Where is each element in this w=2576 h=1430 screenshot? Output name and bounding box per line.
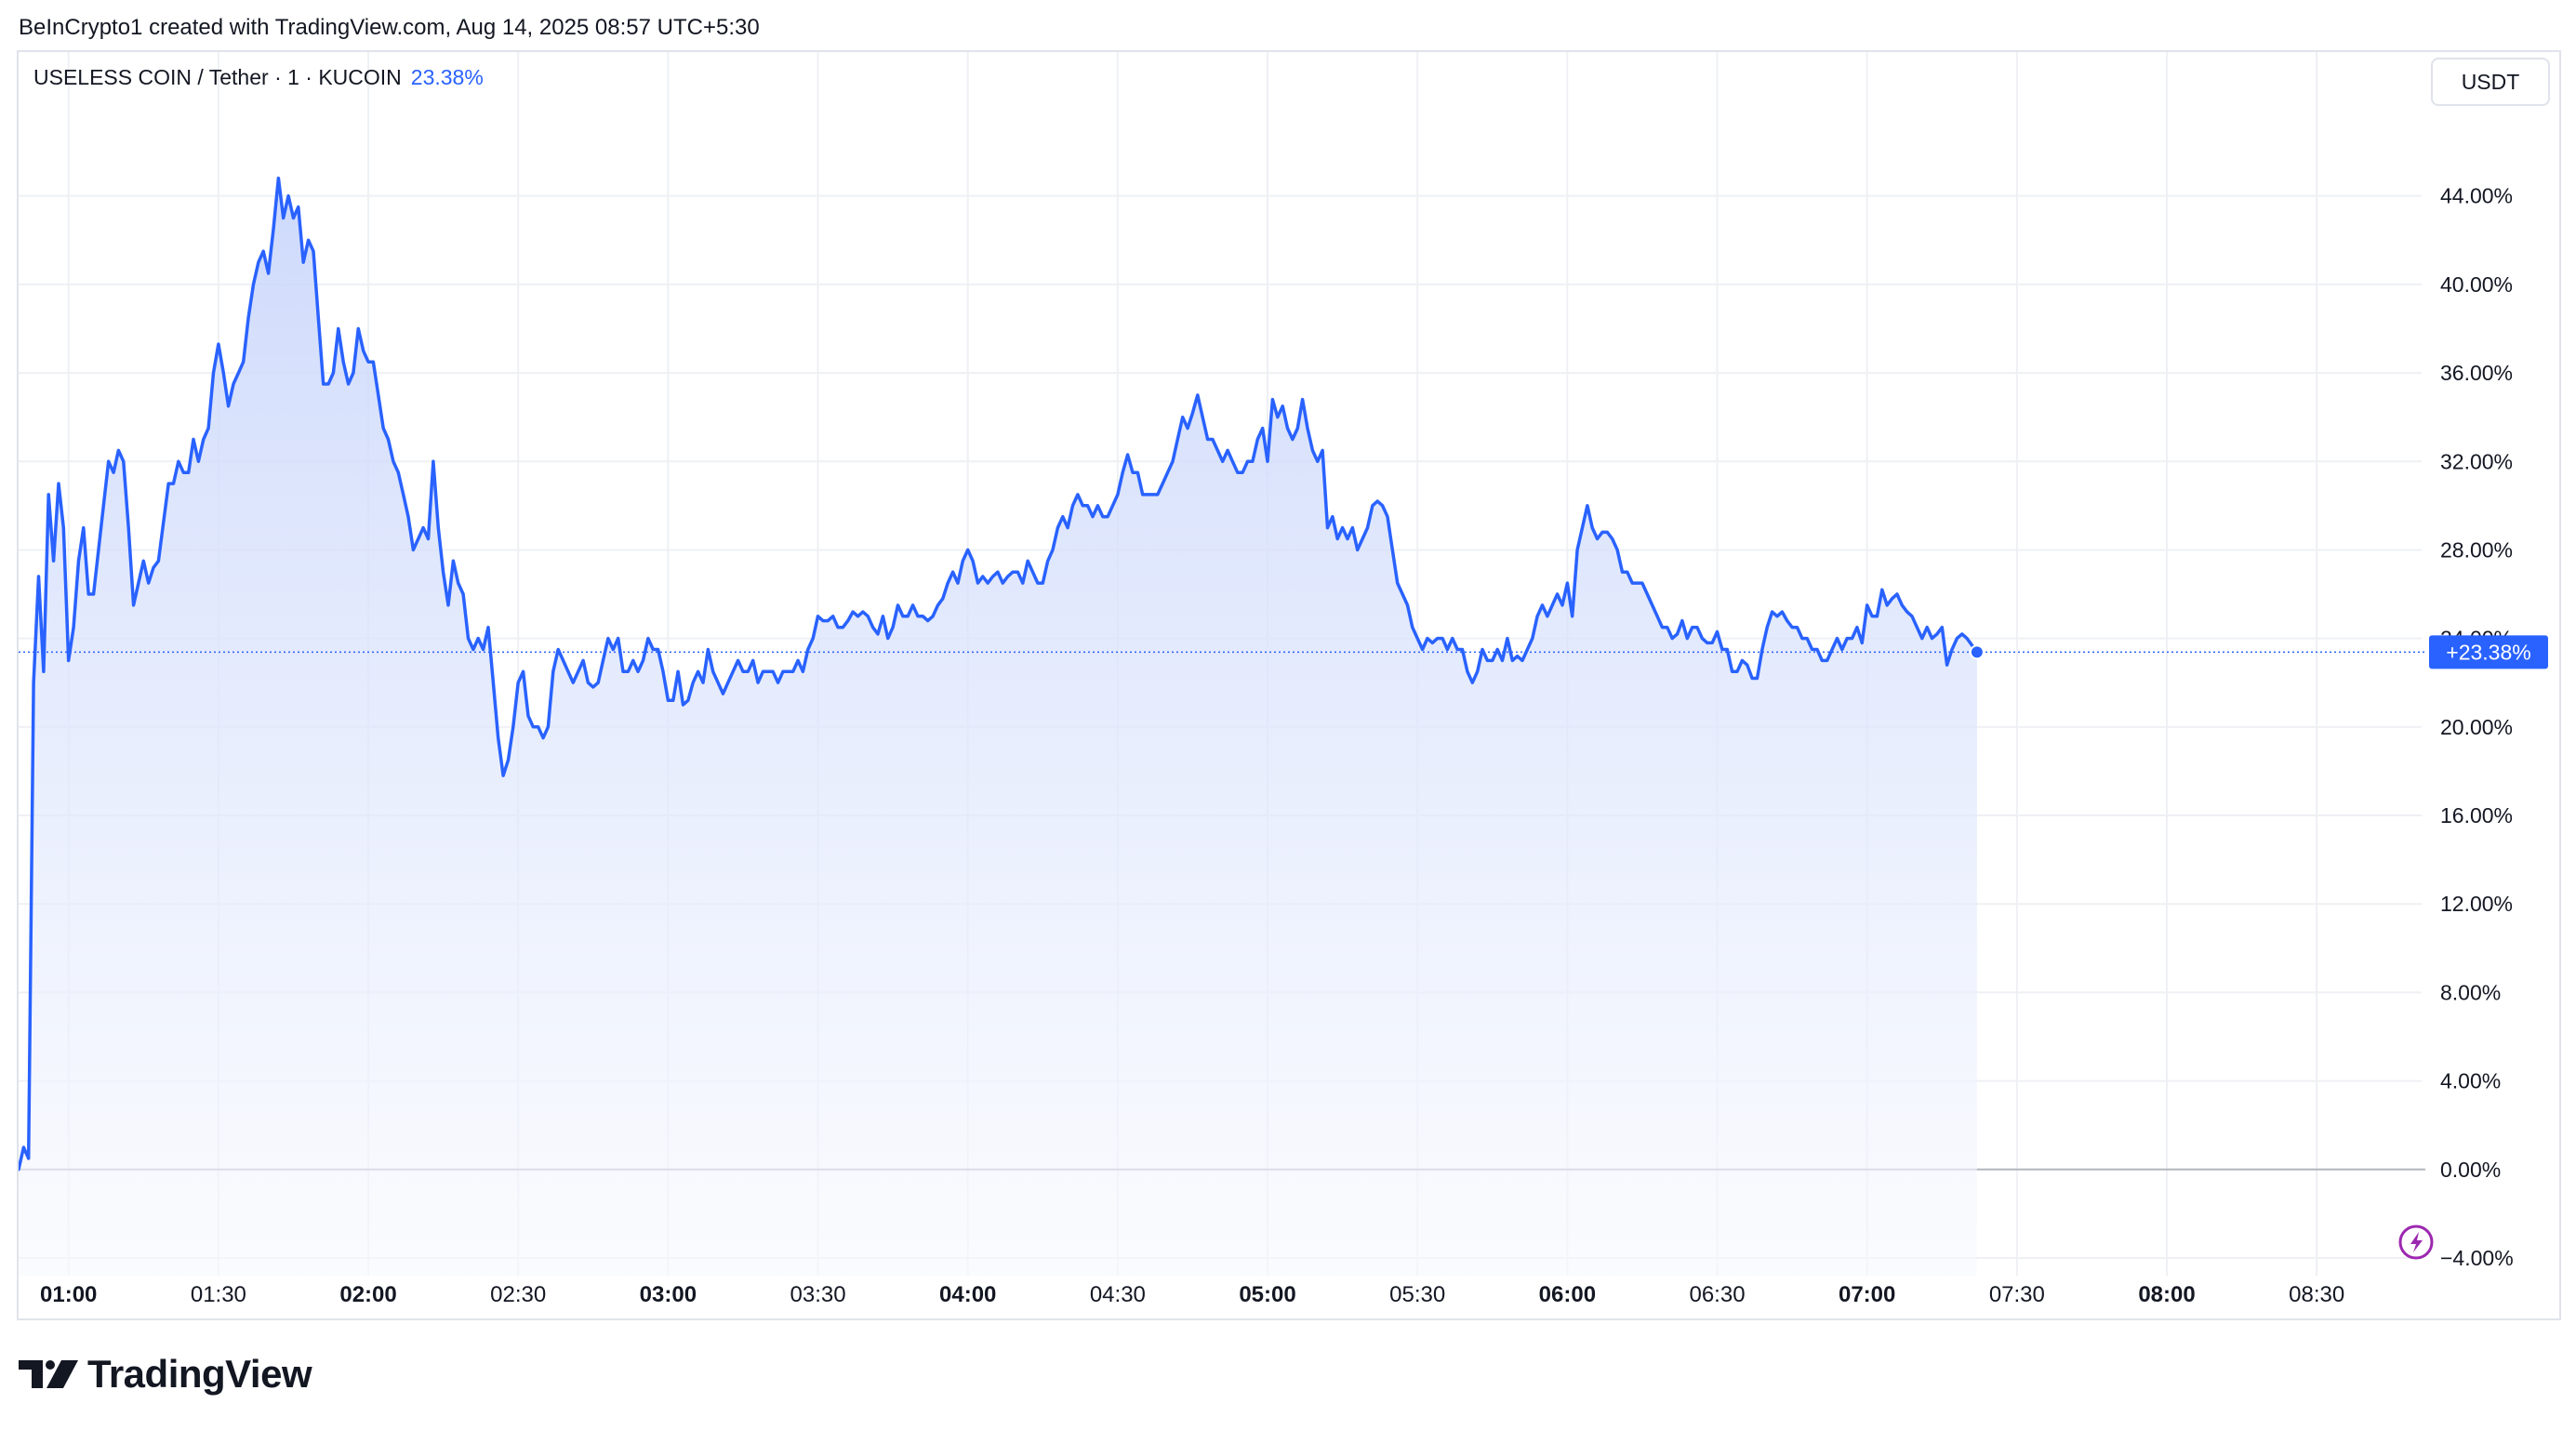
x-tick-label: 08:00 (2138, 1282, 2195, 1307)
price-line (19, 176, 1979, 1172)
y-tick-label: 12.00% (2440, 892, 2513, 916)
last-value-badge (2429, 635, 2548, 669)
y-tick-label: 4.00% (2440, 1069, 2501, 1093)
x-tick-label: 01:30 (191, 1282, 246, 1307)
y-tick-label: 36.00% (2440, 361, 2513, 385)
tradingview-logo-icon (19, 1360, 78, 1388)
x-tick-label: 02:00 (339, 1282, 396, 1307)
x-tick-label: 06:00 (1539, 1282, 1596, 1307)
attribution-text: BeInCrypto1 created with TradingView.com… (19, 15, 760, 40)
last-value-dot (1969, 644, 1985, 660)
x-tick-label: 08:30 (2289, 1282, 2344, 1307)
y-tick-label: 0.00% (2440, 1158, 2501, 1182)
symbol-title: USELESS COIN / Tether · 1 · KUCOIN (33, 65, 402, 89)
x-tick-label: 04:30 (1090, 1282, 1146, 1307)
lightning-bolt-icon (2410, 1232, 2423, 1252)
y-tick-label: 40.00% (2440, 272, 2513, 297)
y-axis: −4.00% 0.00% 4.00% 8.00% 12.00% 16.00% 20.00% 2… (2440, 184, 2514, 1270)
last-value-label: +23.38% (2446, 640, 2530, 664)
x-tick-label: 01:00 (40, 1282, 97, 1307)
y-tick-label: 16.00% (2440, 803, 2513, 828)
price-area-fill (19, 178, 1977, 1276)
currency-button[interactable]: USDT (2431, 58, 2550, 106)
y-tick-label: −4.00% (2440, 1246, 2514, 1270)
x-tick-label: 07:00 (1839, 1282, 1895, 1307)
x-tick-label: 05:30 (1389, 1282, 1445, 1307)
x-tick-label: 05:00 (1239, 1282, 1295, 1307)
tradingview-logo[interactable]: TradingView (19, 1352, 312, 1397)
y-tick-label: 32.00% (2440, 449, 2513, 473)
x-tick-label: 03:00 (640, 1282, 697, 1307)
y-tick-label: 44.00% (2440, 184, 2513, 208)
x-tick-label: 06:30 (1689, 1282, 1745, 1307)
x-tick-label: 04:00 (939, 1282, 996, 1307)
tradingview-logo-text: TradingView (87, 1352, 312, 1396)
symbol-header[interactable]: USELESS COIN / Tether · 1 · KUCOIN 23.38% (33, 65, 484, 90)
y-tick-label: 8.00% (2440, 980, 2501, 1004)
x-axis: 01:00 01:30 02:00 02:30 03:00 03:30 04:00 04:30… (40, 1282, 2344, 1307)
x-tick-label: 02:30 (490, 1282, 546, 1307)
price-area (19, 176, 1979, 1276)
chart-overlays: +23.38% (19, 635, 2548, 1260)
x-tick-label: 03:30 (790, 1282, 846, 1307)
change-percent: 23.38% (410, 65, 484, 89)
y-tick-label: 20.00% (2440, 715, 2513, 739)
x-tick-label: 07:30 (1989, 1282, 2045, 1307)
y-tick-label: 28.00% (2440, 537, 2513, 562)
